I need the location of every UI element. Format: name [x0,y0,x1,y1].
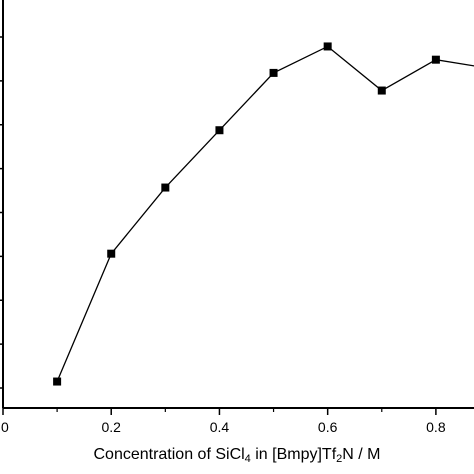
data-point [431,55,440,64]
data-series [53,42,474,386]
data-point [215,126,224,135]
x-tick-label: 0.4 [210,419,230,435]
x-tick-label: 0.2 [101,419,121,435]
axes [0,0,474,415]
x-tick-labels: .0 0.2 0.4 0.6 0.8 [0,419,446,435]
x-tick-label: 0.8 [426,419,446,435]
data-point [269,68,278,77]
data-point [323,42,332,51]
data-point [161,183,170,192]
x-axis-label: Concentration of SiCl4 in [Bmpy]Tf2N / M [93,446,381,465]
data-point [107,249,116,258]
series-line [56,45,474,382]
x-tick-label: .0 [0,419,9,435]
data-point [377,86,386,95]
data-point [53,377,62,386]
x-tick-label: 0.6 [318,419,338,435]
